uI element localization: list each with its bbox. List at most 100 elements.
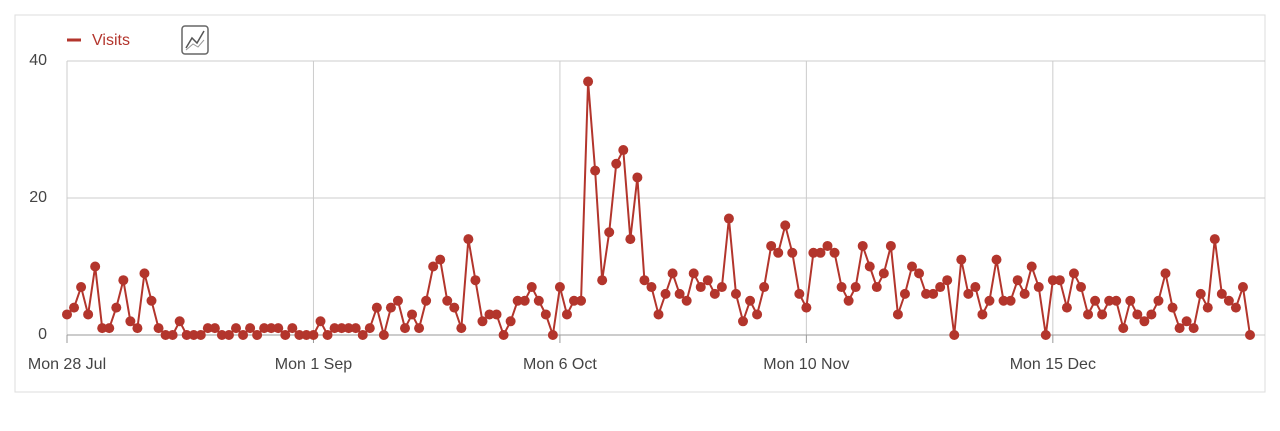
data-point — [1132, 309, 1143, 320]
data-point — [681, 295, 692, 306]
data-point — [378, 330, 389, 340]
data-point — [259, 323, 270, 334]
data-point — [871, 282, 882, 293]
data-point — [836, 282, 847, 293]
data-point — [252, 330, 263, 340]
data-point — [1146, 309, 1157, 320]
data-point — [597, 275, 608, 286]
data-point — [421, 295, 432, 306]
data-point — [322, 330, 333, 340]
data-point — [329, 323, 340, 334]
data-point — [745, 295, 756, 306]
data-point — [223, 330, 234, 340]
data-point — [1111, 295, 1122, 306]
data-point — [583, 76, 594, 87]
data-point — [590, 165, 601, 176]
data-point — [759, 282, 770, 293]
data-point — [97, 323, 108, 334]
chart-toggle-icon[interactable] — [181, 25, 209, 55]
data-point — [181, 330, 192, 340]
data-point — [238, 330, 249, 340]
data-point — [554, 282, 565, 293]
data-point — [730, 288, 741, 299]
data-point — [280, 330, 291, 340]
data-point — [850, 282, 861, 293]
chart-frame — [14, 14, 1266, 393]
data-point — [949, 330, 960, 340]
data-point — [392, 295, 403, 306]
data-point — [1216, 288, 1227, 299]
data-point — [576, 295, 587, 306]
data-point — [632, 172, 643, 183]
data-point — [695, 282, 706, 293]
data-point — [892, 309, 903, 320]
data-point — [273, 323, 284, 334]
data-point — [561, 309, 572, 320]
data-point — [970, 282, 981, 293]
data-point — [1139, 316, 1150, 327]
data-point — [1026, 261, 1037, 272]
data-point — [231, 323, 241, 334]
legend-label[interactable]: Visits — [92, 32, 130, 49]
data-point — [357, 330, 368, 340]
data-point — [935, 282, 946, 293]
data-point — [1202, 302, 1213, 313]
data-point — [1174, 323, 1185, 334]
data-point — [766, 240, 777, 251]
data-point — [991, 254, 1002, 265]
data-point — [1076, 282, 1086, 293]
data-point — [1061, 302, 1072, 313]
data-point — [174, 316, 185, 327]
data-point — [484, 309, 495, 320]
data-point — [1083, 309, 1094, 320]
data-point — [69, 302, 80, 313]
data-point — [914, 268, 925, 279]
series-line — [66, 81, 1251, 338]
data-point — [188, 330, 199, 340]
data-point — [407, 309, 418, 320]
data-point — [498, 330, 509, 340]
data-point — [125, 316, 136, 327]
data-point — [1005, 295, 1016, 306]
data-point — [625, 234, 636, 245]
data-point — [660, 288, 671, 299]
x-tick-label: Mon 28 Jul — [28, 356, 106, 373]
data-point — [1160, 268, 1171, 279]
data-point — [533, 295, 544, 306]
data-point — [146, 295, 157, 306]
data-point — [878, 268, 889, 279]
data-point — [942, 275, 953, 286]
data-point — [1167, 302, 1178, 313]
data-point — [1068, 268, 1079, 279]
data-point — [139, 268, 150, 279]
data-point — [864, 261, 875, 272]
data-point — [1223, 295, 1234, 306]
data-point — [899, 288, 910, 299]
x-tick-label: Mon 6 Oct — [523, 356, 597, 373]
data-point — [167, 330, 178, 340]
data-point — [984, 295, 995, 306]
data-point — [801, 302, 812, 313]
data-point — [928, 288, 939, 299]
data-point — [266, 323, 277, 334]
data-point — [963, 288, 974, 299]
data-point — [752, 309, 763, 320]
data-point — [977, 309, 988, 320]
data-point — [1181, 316, 1192, 327]
data-point — [111, 302, 122, 313]
y-tick-label: 0 — [38, 326, 47, 343]
data-point — [1230, 302, 1241, 313]
data-point — [857, 240, 868, 251]
data-point — [400, 323, 410, 334]
data-point — [195, 330, 206, 340]
data-point — [998, 295, 1009, 306]
data-point — [1040, 330, 1051, 340]
data-point — [62, 309, 72, 320]
data-point — [364, 323, 375, 334]
data-point — [716, 282, 727, 293]
data-point — [519, 295, 530, 306]
data-point — [104, 323, 115, 334]
data-point — [1195, 288, 1206, 299]
data-point — [456, 323, 467, 334]
data-point — [83, 309, 94, 320]
